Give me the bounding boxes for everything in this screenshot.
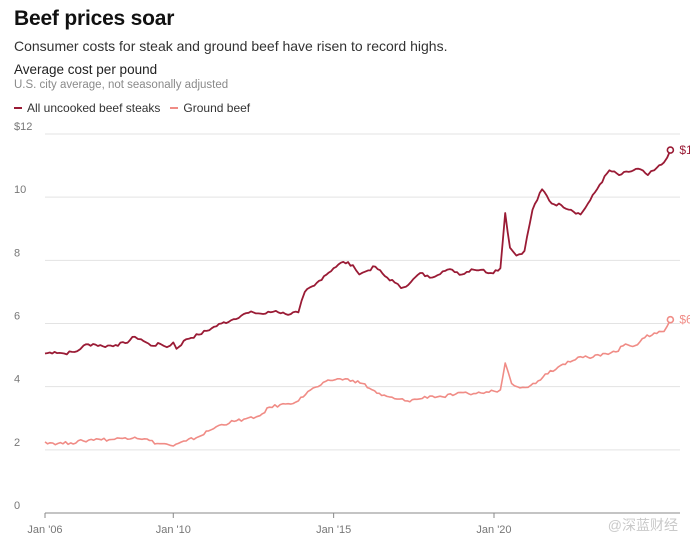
y-tick-label: 0 bbox=[14, 500, 20, 512]
legend-label-ground-beef: Ground beef bbox=[183, 101, 251, 115]
y-tick-label: 10 bbox=[14, 184, 26, 196]
legend-swatch-ground-beef bbox=[170, 107, 179, 109]
end-point-steaks bbox=[666, 146, 675, 154]
series-line-steaks bbox=[44, 149, 672, 356]
y-axis-title: Average cost per pound bbox=[14, 62, 158, 77]
legend-item-ground-beef: Ground beef bbox=[170, 101, 250, 115]
end-label-steaks: $11.49 bbox=[679, 143, 690, 157]
x-tick-label: Jan '15 bbox=[316, 524, 351, 536]
watermark-text: @深蓝财经 bbox=[607, 517, 678, 533]
y-tick-label: 8 bbox=[14, 247, 20, 259]
y-tick-label: $12 bbox=[14, 121, 32, 133]
y-axis-note: U.S. city average, not seasonally adjust… bbox=[14, 79, 229, 91]
x-tick-label: Jan '20 bbox=[476, 524, 511, 536]
y-tick-label: 2 bbox=[14, 437, 20, 449]
legend-label-steaks: All uncooked beef steaks bbox=[27, 101, 161, 115]
x-tick-label: Jan '06 bbox=[27, 524, 62, 536]
end-label-ground-beef: $6.12 bbox=[679, 313, 690, 327]
legend-swatch-steaks bbox=[14, 107, 22, 109]
y-tick-label: 4 bbox=[14, 374, 20, 386]
end-point-ground-beef bbox=[666, 315, 675, 324]
y-tick-label: 6 bbox=[14, 311, 20, 323]
chart-subtitle: Consumer costs for steak and ground beef… bbox=[14, 38, 448, 54]
series-line-ground-beef bbox=[44, 319, 672, 447]
x-tick-label: Jan '10 bbox=[156, 524, 191, 536]
legend-item-steaks: All uncooked beef steaks bbox=[14, 101, 160, 115]
legend: All uncooked beef steaks Ground beef bbox=[14, 101, 260, 115]
chart-title: Beef prices soar bbox=[14, 7, 175, 30]
